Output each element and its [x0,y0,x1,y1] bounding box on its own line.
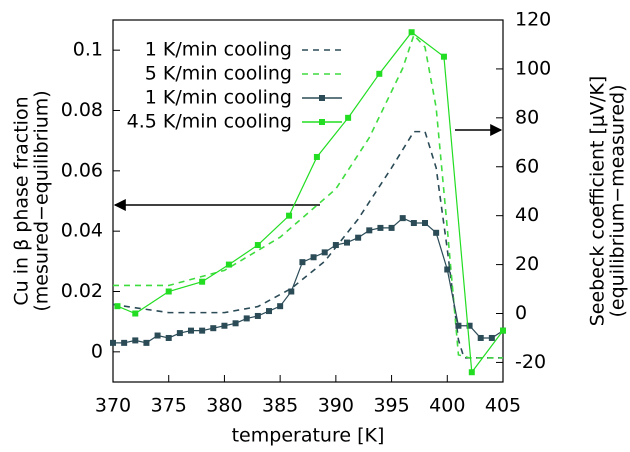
x-tick-label: 380 [206,395,242,417]
legend-label: 1 K/min cooling [145,39,292,61]
y2-tick-label: 80 [515,106,539,128]
plot-frame [112,19,504,383]
y2-axis-label: Seebeck coefficient [μV/K] [587,76,609,327]
y-axis-label: Cu in β phase fraction [11,96,33,305]
point [455,322,462,329]
y2-tick-label: 40 [515,204,539,226]
point [399,215,406,222]
x-tick-label: 400 [429,395,465,417]
point [199,327,206,334]
point [288,288,295,295]
point [332,242,339,249]
point [422,220,428,227]
point [321,249,328,256]
point [440,53,447,60]
point [132,310,139,317]
point [488,334,495,341]
point [154,332,161,339]
y2-axis-label: (equilibrium−measured) [607,84,629,317]
legend-marker [319,119,325,125]
x-axis-label: temperature [K] [232,425,385,447]
point [277,303,284,310]
y-tick-label: 0.08 [61,99,103,121]
point [408,29,415,36]
x-tick-label: 370 [95,395,131,417]
y-tick-label: 0.02 [61,280,103,302]
point [143,339,150,346]
point [221,322,228,329]
point [114,303,121,310]
point [165,334,172,341]
y-tick-label: 0.04 [61,220,103,242]
point [366,227,373,234]
legend-marker [319,95,325,101]
point [345,114,352,121]
series-line [113,217,504,344]
y-tick-label: 0 [91,340,103,362]
point [243,315,250,322]
point [410,220,417,227]
point [254,242,261,249]
legend-label: 1 K/min cooling [145,87,292,109]
series-line [113,33,503,359]
x-tick-label: 390 [318,395,354,417]
point [165,288,172,295]
series-line [112,130,503,359]
point [388,224,395,231]
point [444,266,451,273]
point [232,320,239,327]
point [344,239,350,246]
point [355,234,362,241]
point [377,224,384,231]
y-tick-label: 0.06 [61,159,103,181]
legend-label: 5 K/min cooling [145,63,292,85]
point [132,337,139,344]
point [225,261,232,268]
point [110,339,116,346]
point [176,330,183,337]
series-line [117,31,504,374]
y2-tick-label: -20 [515,351,546,373]
point [188,327,194,334]
y2-tick-label: 120 [515,9,551,31]
y2-tick-label: 100 [515,57,551,79]
y2-tick-label: 20 [515,253,539,275]
y2-tick-label: 0 [515,302,527,324]
point [466,322,473,329]
y-tick-label: 0.1 [73,39,103,61]
point [299,259,306,266]
x-tick-label: 395 [373,395,409,417]
legend-label: 4.5 K/min cooling [127,111,292,133]
x-tick-label: 385 [262,395,298,417]
point [286,212,293,219]
point [500,327,506,334]
point [468,369,475,376]
x-tick-label: 405 [485,395,521,417]
point [477,334,484,341]
x-tick-label: 375 [151,395,187,417]
point [199,278,206,285]
point [121,339,128,346]
point [313,153,320,160]
point [433,229,440,236]
point [266,308,272,315]
point [210,325,217,332]
point [376,70,383,77]
y2-tick-label: 60 [515,155,539,177]
point [310,254,317,261]
point [254,312,261,319]
y-axis-label: (mesured−equilibrium) [31,90,53,311]
